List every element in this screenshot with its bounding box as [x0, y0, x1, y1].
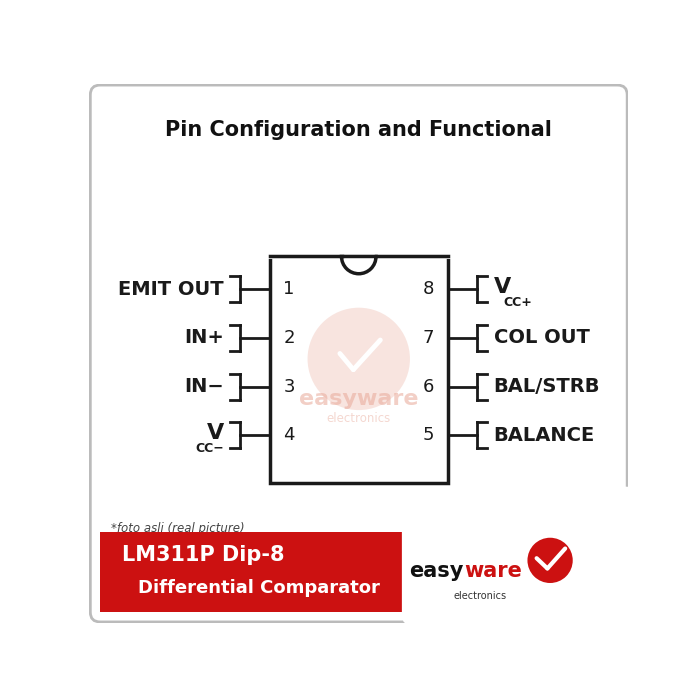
FancyBboxPatch shape	[90, 85, 627, 622]
Bar	[270, 256, 448, 483]
Text: ware: ware	[464, 561, 522, 581]
Text: IN−: IN−	[184, 377, 224, 396]
Circle shape	[307, 308, 410, 410]
Text: 3: 3	[284, 377, 295, 395]
FancyBboxPatch shape	[402, 486, 636, 626]
Text: 7: 7	[423, 329, 434, 347]
Text: easy: easy	[410, 561, 464, 581]
Text: IN+: IN+	[184, 328, 224, 347]
Text: 2: 2	[284, 329, 295, 347]
Text: 5: 5	[423, 426, 434, 444]
Text: V: V	[206, 423, 224, 442]
Text: Pin Configuration and Functional: Pin Configuration and Functional	[165, 120, 552, 140]
Text: 4: 4	[284, 426, 295, 444]
Text: Differential Comparator: Differential Comparator	[138, 580, 379, 597]
Text: CC−: CC−	[195, 442, 224, 455]
Text: COL OUT: COL OUT	[494, 328, 589, 347]
Text: BAL/STRB: BAL/STRB	[494, 377, 600, 396]
Text: electronics: electronics	[454, 592, 507, 601]
Text: CC+: CC+	[503, 296, 532, 309]
Wedge shape	[342, 256, 376, 274]
Text: 1: 1	[284, 280, 295, 298]
Text: LM311P Dip-8: LM311P Dip-8	[122, 545, 284, 565]
Circle shape	[528, 538, 573, 583]
Text: EMIT OUT: EMIT OUT	[118, 280, 224, 299]
Text: electronics: electronics	[327, 412, 391, 425]
Text: 6: 6	[423, 377, 434, 395]
Text: V: V	[494, 276, 511, 297]
Text: BALANCE: BALANCE	[494, 426, 595, 444]
Bar	[100, 533, 617, 612]
Text: 8: 8	[423, 280, 434, 298]
Text: easyware: easyware	[299, 389, 419, 410]
Text: *foto asli (real picture): *foto asli (real picture)	[111, 522, 244, 536]
